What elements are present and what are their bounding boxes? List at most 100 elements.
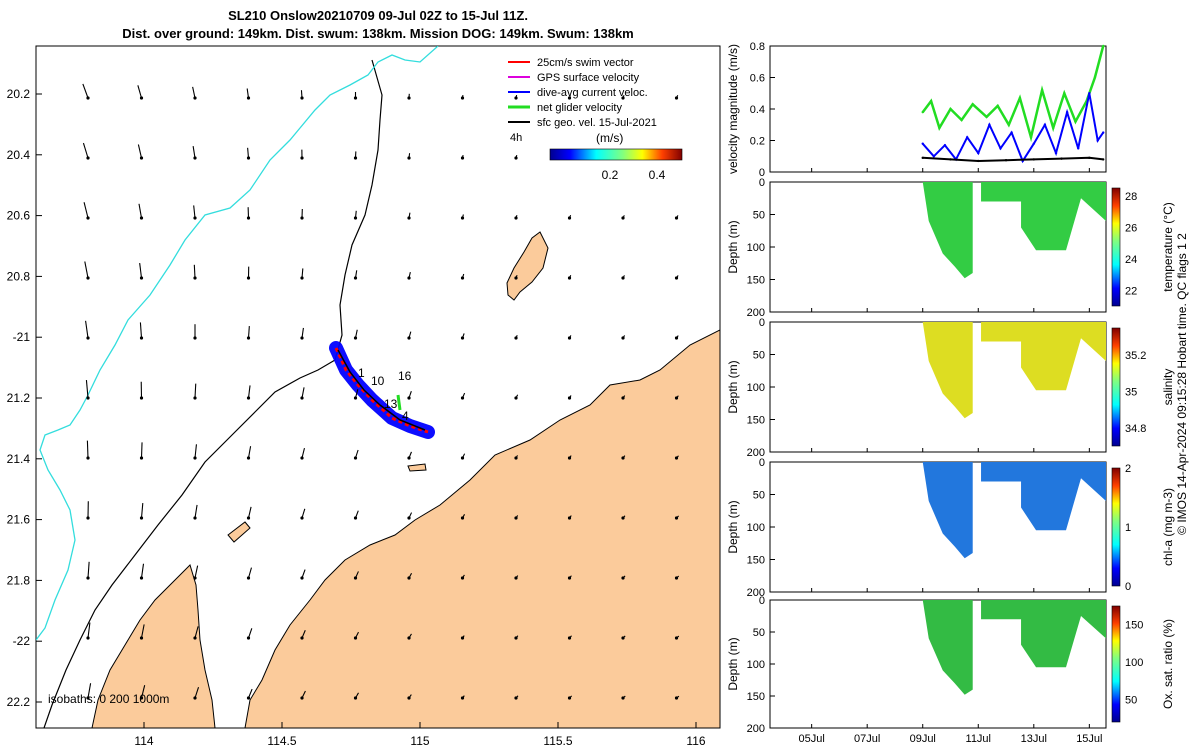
title-line-1: SL210 Onslow20210709 09-Jul 02Z to 15-Ju…	[228, 8, 528, 23]
panel-xtick-label: 07Jul	[854, 733, 880, 745]
velocity-point	[960, 118, 963, 122]
current-vector-head	[460, 396, 465, 400]
current-vector-head	[674, 216, 679, 220]
current-vector-head	[246, 96, 251, 100]
current-vector-head	[246, 336, 251, 340]
current-vector-head	[139, 636, 144, 640]
current-vector-head	[460, 576, 465, 580]
panel-ytick-label: 0	[759, 317, 765, 329]
velocity-point	[1088, 156, 1091, 160]
panel-colorbar-tick: 28	[1125, 191, 1137, 203]
current-vector-head	[86, 156, 90, 160]
current-vector-head	[300, 276, 304, 280]
current-vector	[82, 142, 89, 159]
panel-ytick-label: 150	[747, 555, 765, 567]
current-vector-head	[407, 216, 411, 220]
velocity-point	[1018, 96, 1022, 100]
velocity-point	[996, 104, 999, 108]
current-vector-head	[621, 336, 625, 340]
velocity-point	[1102, 131, 1105, 134]
panel-ytick-label: 150	[747, 275, 765, 287]
panel-colorbar-tick: 26	[1125, 222, 1137, 234]
current-vector-head	[300, 456, 304, 460]
current-vector-head	[246, 576, 251, 580]
panel-ytick-label: 200	[747, 447, 765, 459]
panel-ytick-label: 50	[753, 490, 765, 502]
panel-2: 0 50 100 150 200 Depth (m) 34.8 35 35.2 salinity	[726, 317, 1175, 459]
panel-ytick-label: 150	[747, 415, 765, 427]
current-vector-head	[514, 576, 518, 580]
current-vector-head	[407, 156, 411, 160]
map-xtick-label: 114	[134, 734, 153, 748]
panel-xtick-label: 09Jul	[910, 733, 936, 745]
current-vector-head	[567, 336, 572, 340]
current-vector-head	[460, 456, 465, 460]
current-vector	[140, 685, 146, 699]
current-vector-head	[621, 456, 625, 460]
current-vector-head	[193, 96, 197, 100]
current-vector-head	[514, 516, 518, 520]
large-island	[91, 564, 216, 728]
current-vector-head	[193, 696, 197, 700]
current-vector	[85, 320, 89, 339]
current-vector-head	[567, 276, 572, 280]
current-vector-head	[86, 636, 90, 640]
velocity-point	[929, 99, 933, 103]
map-ytick-label: 21.6	[7, 513, 31, 527]
current-vector	[138, 203, 143, 219]
current-vector-head	[86, 336, 90, 340]
panel-colorbar-label: Ox. sat. ratio (%)	[1161, 619, 1175, 709]
current-vector-head	[460, 516, 465, 520]
panel-colorbar	[1111, 467, 1121, 587]
current-vector-head	[460, 696, 465, 700]
velocity-point	[1093, 76, 1097, 79]
velocity-point	[921, 156, 924, 160]
current-vector	[193, 205, 196, 219]
current-vector-head	[139, 576, 144, 580]
current-vector-head	[674, 336, 679, 340]
current-vector-head	[353, 576, 358, 580]
current-vector	[86, 440, 89, 459]
current-vector-head	[353, 636, 358, 640]
current-vector-head	[407, 276, 411, 280]
map-ytick-label: -21	[13, 330, 31, 344]
velocity-point	[1052, 126, 1055, 130]
current-vector-head	[246, 216, 251, 220]
current-vector	[140, 563, 145, 579]
current-vector	[194, 444, 197, 459]
velocity-point	[921, 142, 924, 145]
current-vector	[247, 506, 252, 519]
velocity-point	[988, 123, 991, 126]
map-ytick-label: 20.4	[7, 148, 31, 162]
current-vector	[194, 626, 199, 639]
current-vector-head	[514, 636, 518, 640]
current-vector	[247, 567, 253, 579]
day-label-1: 1	[358, 366, 365, 380]
panel-ytick-label: 50	[753, 210, 765, 222]
current-vector-head	[407, 516, 411, 520]
current-vector-head	[353, 456, 358, 460]
current-vector-head	[86, 396, 90, 400]
current-vector	[247, 628, 253, 639]
current-vector-head	[300, 576, 304, 580]
panel-ytick-label: 0	[759, 167, 765, 179]
current-vector-head	[86, 276, 90, 280]
panel-ytick-label: 50	[753, 627, 765, 639]
panel-ytick-label: 150	[747, 691, 765, 703]
current-vector-head	[353, 516, 358, 520]
velocity-point	[999, 147, 1002, 150]
legend-swim: 25cm/s swim vector	[537, 57, 634, 69]
map-x-ticks: 114 114.5 115 115.5 116	[134, 722, 706, 748]
velocity-point	[1077, 147, 1080, 150]
current-vector-head	[86, 516, 90, 520]
current-vector-head	[407, 696, 411, 700]
glider-track	[329, 341, 435, 439]
velocity-point	[1065, 110, 1069, 114]
day-label-10: 10	[371, 374, 385, 388]
section-data-block	[981, 600, 1106, 668]
current-vector	[87, 561, 90, 579]
current-vector-head	[460, 96, 465, 100]
panel-ytick-label: 200	[747, 587, 765, 599]
current-vector-head	[86, 96, 90, 100]
panel-ytick-label: 0	[759, 595, 765, 607]
